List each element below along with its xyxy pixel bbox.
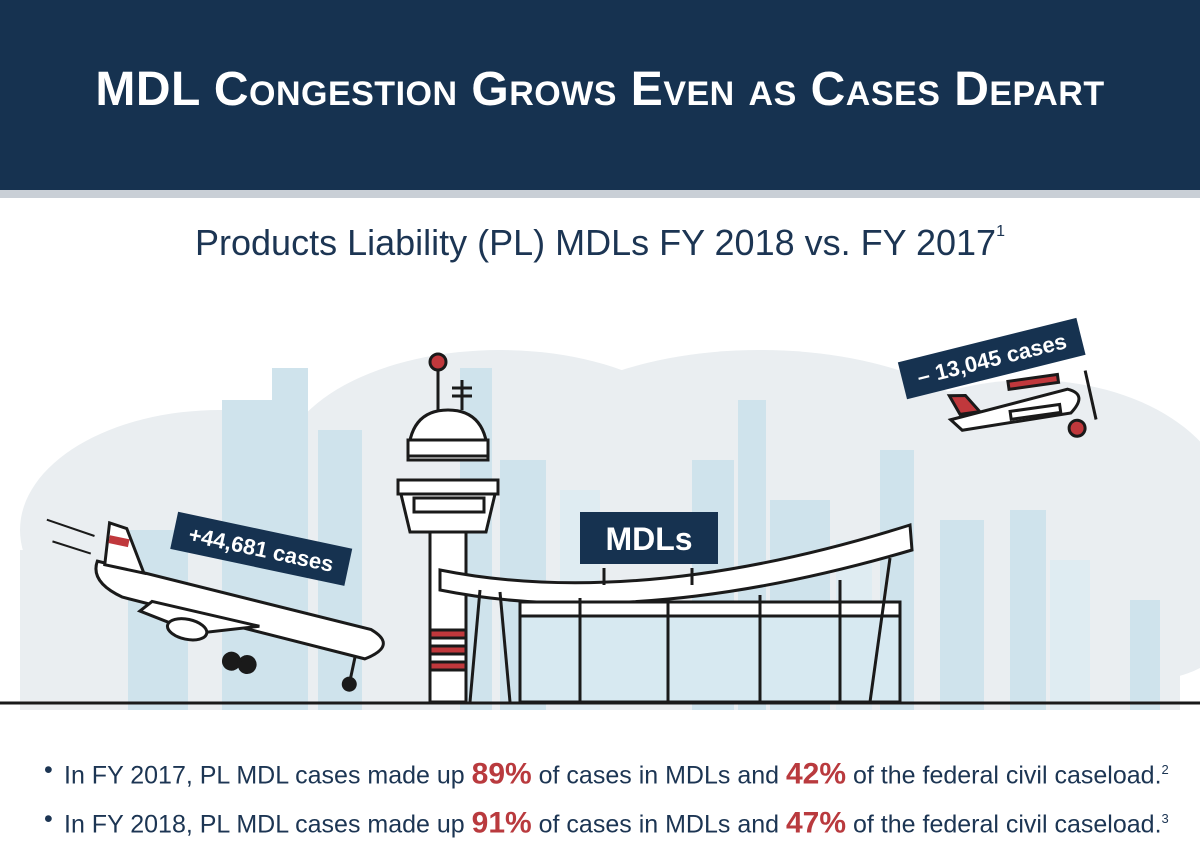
subtitle-footnote: 1 bbox=[996, 223, 1005, 240]
bullet-dot: • bbox=[44, 756, 53, 784]
bullet-suffix: of the federal civil caseload. bbox=[853, 810, 1162, 839]
jet-airplane-icon bbox=[46, 518, 385, 692]
chart-subtitle: Products Liability (PL) MDLs FY 2018 vs.… bbox=[0, 222, 1200, 264]
bullet-footnote: 3 bbox=[1161, 811, 1169, 827]
subtitle-text: Products Liability (PL) MDLs FY 2018 vs.… bbox=[195, 222, 997, 263]
terminal-label: MDLs bbox=[605, 521, 692, 557]
header-divider bbox=[0, 190, 1200, 198]
biplane-icon bbox=[946, 370, 1098, 438]
pct-federal-fy2017: 42% bbox=[786, 757, 847, 791]
terminal-building bbox=[438, 523, 914, 704]
bullet-footnote: 2 bbox=[1161, 762, 1169, 777]
pct-mdl-fy2018: 91% bbox=[471, 806, 532, 840]
terminal-sign bbox=[580, 512, 718, 564]
page-title: MDL Congestion Grows Even as Cases Depar… bbox=[95, 63, 1105, 116]
bullet-middle: of cases in MDLs and bbox=[538, 761, 780, 790]
bullet-prefix: In FY 2017, PL MDL cases made up bbox=[64, 761, 465, 790]
bullet-item-fy2018: • In FY 2018, PL MDL cases made up 91% o… bbox=[44, 797, 1184, 846]
bullet-dot: • bbox=[44, 805, 53, 834]
bullet-suffix: of the federal civil caseload. bbox=[853, 761, 1162, 790]
pct-mdl-fy2017: 89% bbox=[471, 757, 532, 791]
bullet-item-fy2017: • In FY 2017, PL MDL cases made up 89% o… bbox=[44, 748, 1184, 797]
control-tower bbox=[396, 352, 500, 704]
bullet-list: • In FY 2017, PL MDL cases made up 89% o… bbox=[44, 748, 1184, 847]
pct-federal-fy2018: 47% bbox=[786, 806, 847, 840]
bullet-middle: of cases in MDLs and bbox=[538, 810, 780, 839]
header-banner bbox=[0, 0, 1200, 190]
airport-illustration: MDLs +44,681 cases – 13,045 cases bbox=[0, 317, 1200, 710]
bullet-prefix: In FY 2018, PL MDL cases made up bbox=[64, 810, 465, 839]
